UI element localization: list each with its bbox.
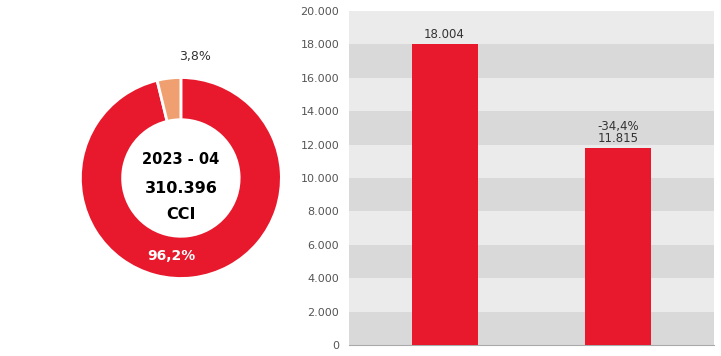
Bar	[349, 211, 714, 245]
Text: 11.815: 11.815	[598, 132, 639, 145]
Text: 2023 - 04: 2023 - 04	[142, 152, 219, 167]
Wedge shape	[80, 78, 281, 278]
Bar	[585, 148, 651, 345]
Text: 18.004: 18.004	[424, 28, 465, 41]
Bar	[349, 245, 714, 278]
Bar	[349, 111, 714, 145]
Bar	[349, 278, 714, 312]
Text: 310.396: 310.396	[144, 180, 217, 195]
Text: 3,8%: 3,8%	[180, 50, 211, 63]
Text: 96,2%: 96,2%	[147, 249, 195, 263]
Wedge shape	[157, 78, 181, 121]
Bar	[412, 44, 477, 345]
Bar	[349, 44, 714, 78]
Title: Evolution des CCI-NDE: Evolution des CCI-NDE	[430, 0, 632, 2]
Text: CCI: CCI	[166, 207, 195, 222]
Text: -34,4%: -34,4%	[598, 120, 639, 132]
Bar	[349, 178, 714, 211]
Bar	[349, 145, 714, 178]
Bar	[349, 78, 714, 111]
Bar	[349, 312, 714, 345]
Bar	[349, 11, 714, 44]
